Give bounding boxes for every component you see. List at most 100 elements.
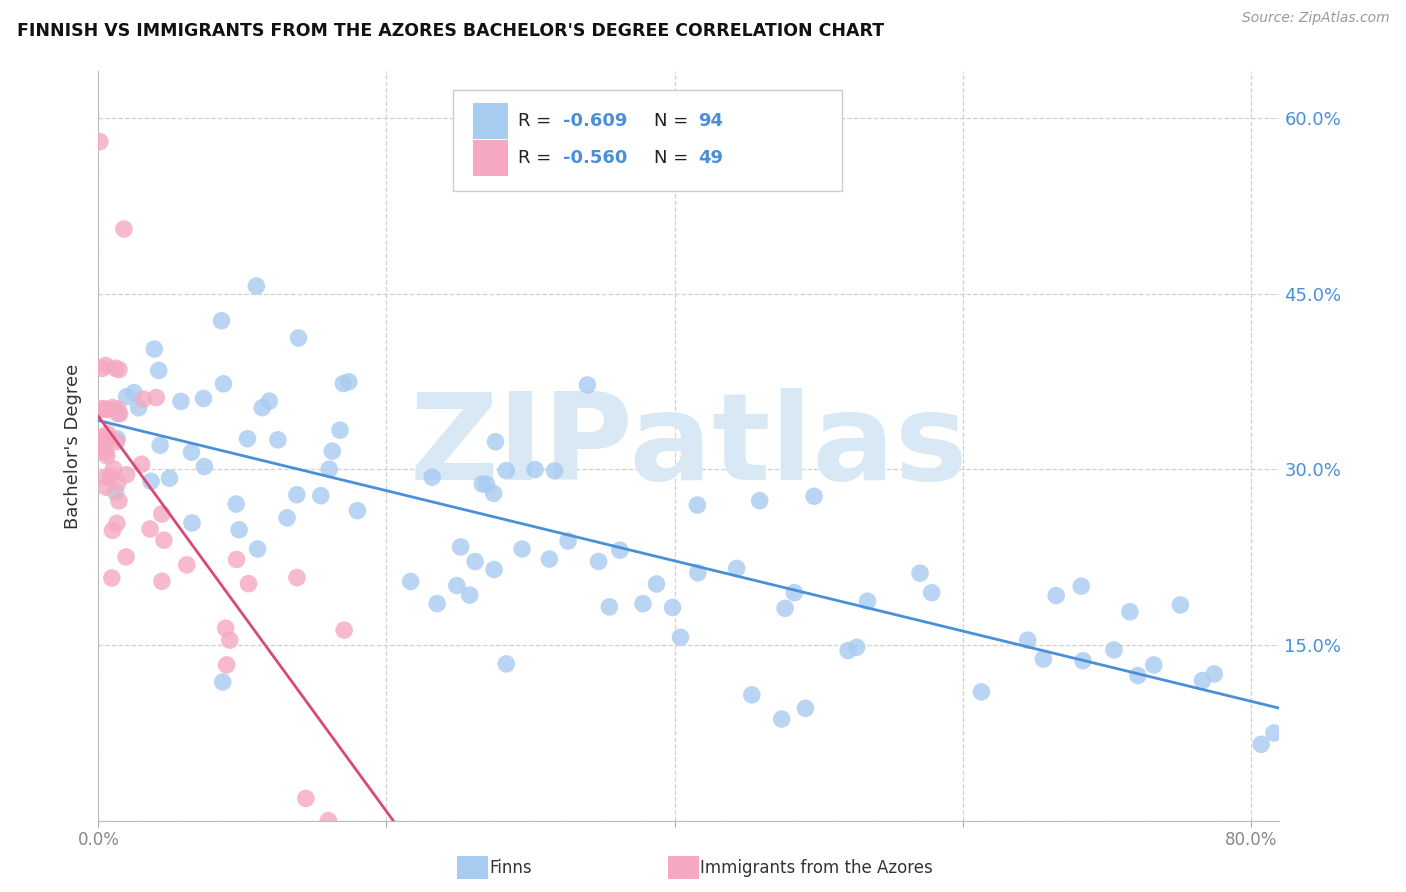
Point	[557, 533, 579, 548]
Point	[420, 470, 443, 484]
Point	[1263, 726, 1285, 740]
Point	[107, 407, 129, 421]
Point	[309, 489, 332, 503]
Point	[285, 571, 308, 585]
Point	[1017, 633, 1039, 648]
Point	[287, 331, 309, 345]
Point	[103, 462, 125, 476]
Point	[245, 279, 267, 293]
Point	[538, 552, 561, 566]
Point	[1070, 579, 1092, 593]
Text: FINNISH VS IMMIGRANTS FROM THE AZORES BACHELOR'S DEGREE CORRELATION CHART: FINNISH VS IMMIGRANTS FROM THE AZORES BA…	[17, 22, 884, 40]
Point	[329, 423, 352, 437]
Point	[426, 597, 449, 611]
Point	[803, 489, 825, 503]
Point	[108, 494, 131, 508]
Point	[748, 493, 770, 508]
Point	[93, 439, 115, 453]
Point	[145, 391, 167, 405]
Text: -0.560: -0.560	[562, 149, 627, 168]
Point	[921, 585, 943, 599]
Point	[225, 552, 247, 566]
Point	[211, 314, 233, 328]
Point	[236, 432, 259, 446]
Point	[94, 359, 117, 373]
Text: R =: R =	[517, 149, 557, 168]
Point	[153, 533, 176, 548]
Point	[90, 430, 112, 444]
Point	[107, 475, 129, 490]
Point	[588, 554, 610, 568]
Point	[770, 712, 793, 726]
Point	[285, 488, 308, 502]
Point	[94, 470, 117, 484]
Point	[1045, 589, 1067, 603]
Point	[139, 522, 162, 536]
Point	[89, 135, 111, 149]
Point	[115, 549, 138, 564]
Point	[115, 390, 138, 404]
Point	[482, 562, 505, 576]
Point	[193, 459, 215, 474]
Text: 49: 49	[699, 149, 724, 168]
Point	[112, 222, 135, 236]
Point	[495, 657, 517, 671]
Point	[132, 392, 155, 406]
Point	[96, 449, 118, 463]
Point	[471, 477, 494, 491]
Point	[783, 585, 806, 599]
Text: -0.609: -0.609	[562, 112, 627, 130]
Text: Finns: Finns	[489, 859, 531, 877]
Point	[212, 376, 235, 391]
Point	[794, 701, 817, 715]
Point	[225, 497, 247, 511]
Point	[91, 401, 114, 416]
Point	[94, 445, 117, 459]
Point	[856, 594, 879, 608]
Point	[1250, 737, 1272, 751]
Text: 94: 94	[699, 112, 724, 130]
Point	[484, 434, 506, 449]
Point	[91, 361, 114, 376]
Point	[321, 444, 343, 458]
Point	[97, 426, 120, 441]
Point	[108, 407, 131, 421]
Point	[94, 480, 117, 494]
Text: R =: R =	[517, 112, 557, 130]
Point	[837, 643, 859, 657]
Point	[193, 392, 215, 406]
Point	[1204, 667, 1226, 681]
Point	[104, 361, 127, 376]
Point	[128, 401, 150, 415]
Point	[215, 621, 238, 635]
Point	[475, 477, 498, 491]
Point	[333, 623, 356, 637]
Point	[450, 540, 472, 554]
Point	[97, 402, 120, 417]
Point	[150, 507, 173, 521]
Point	[105, 516, 128, 531]
Point	[318, 814, 340, 828]
Point	[1071, 654, 1094, 668]
Point	[669, 630, 692, 644]
Point	[332, 376, 354, 391]
Point	[1191, 673, 1213, 688]
Point	[446, 578, 468, 592]
Point	[1126, 668, 1149, 682]
Point	[741, 688, 763, 702]
Point	[143, 342, 166, 356]
Point	[105, 434, 128, 449]
Text: N =: N =	[654, 149, 693, 168]
Point	[101, 401, 124, 415]
Point	[149, 438, 172, 452]
Point	[107, 401, 129, 416]
Point	[510, 542, 533, 557]
Point	[122, 385, 145, 400]
Point	[181, 516, 204, 530]
FancyBboxPatch shape	[472, 140, 508, 177]
Point	[346, 503, 368, 517]
Point	[686, 566, 709, 580]
Point	[686, 498, 709, 512]
Point	[318, 462, 340, 476]
Point	[211, 675, 233, 690]
